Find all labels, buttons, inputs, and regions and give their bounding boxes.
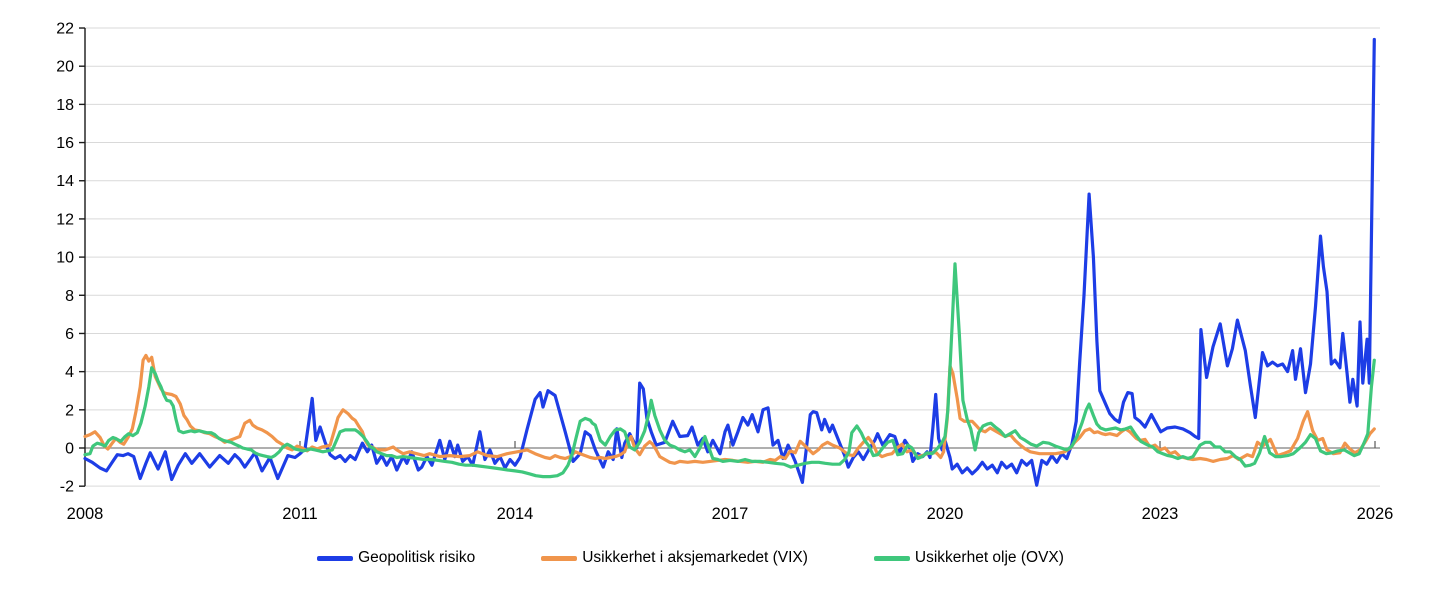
legend-label-geopolitisk-risiko: Geopolitisk risiko [358,549,476,567]
legend-swatch-blue-line-icon [317,555,354,561]
x-axis-label: 2017 [712,505,749,523]
x-axis-label: 2023 [1142,505,1179,523]
legend-swatch-green-line-icon [873,555,910,561]
legend-label-vix: Usikkerhet i aksjemarkedet (VIX) [582,549,808,567]
legend-item-geopolitisk-risiko: Geopolitisk risiko [317,550,475,566]
legend-label-ovx: Usikkerhet olje (OVX) [914,549,1064,567]
y-axis-label: 0 [65,441,74,458]
x-axis-label: 2020 [927,505,964,523]
y-axis-label: 18 [56,97,74,114]
x-axis-label: 2014 [497,505,534,523]
y-axis-label: 8 [65,288,74,305]
legend-item-ovx: Usikkerhet olje (OVX) [873,549,1064,567]
x-axis-label: 2008 [67,505,104,523]
y-axis-label: 4 [65,364,74,381]
y-axis-label: -2 [60,479,74,496]
legend-item-vix: Usikkerhet i aksjemarkedet (VIX) [541,550,808,566]
legend: Geopolitisk risiko Usikkerhet i aksjemar… [0,545,1413,571]
y-axis-label: 10 [56,250,74,267]
y-axis-label: 20 [56,59,74,76]
y-axis-label: 22 [56,21,74,38]
x-axis-label: 2026 [1357,505,1394,523]
y-axis-label: 2 [65,402,74,419]
y-axis-label: 14 [56,173,74,190]
series-line-2 [83,262,1376,479]
x-axis-label: 2011 [282,505,317,523]
y-axis-label: 12 [56,211,74,228]
y-axis-label: 6 [65,326,74,343]
legend-swatch-orange-line-icon [541,555,578,561]
series-line-0 [83,37,1376,487]
y-axis-label: 16 [56,135,74,152]
